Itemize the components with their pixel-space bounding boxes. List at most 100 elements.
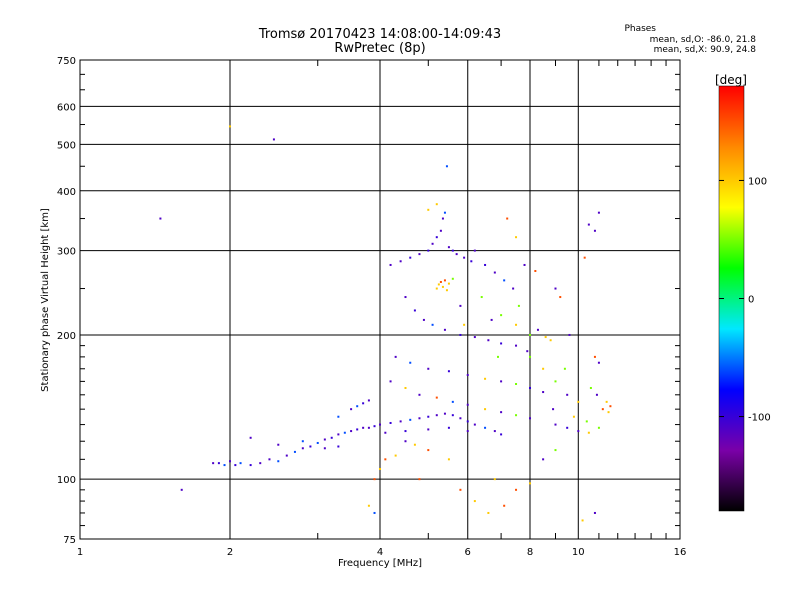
data-point <box>595 393 598 396</box>
data-point <box>566 393 569 396</box>
data-point <box>549 339 552 342</box>
data-point <box>587 223 590 226</box>
data-point <box>542 391 545 394</box>
data-point <box>607 411 610 414</box>
data-point <box>413 443 416 446</box>
data-point <box>437 283 440 286</box>
data-point <box>399 260 402 263</box>
data-point <box>484 408 487 411</box>
data-point <box>515 323 518 326</box>
data-point <box>512 287 515 290</box>
data-point <box>373 478 376 481</box>
chart-title: Tromsø 20170423 14:08:00-14:09:43 <box>258 27 502 42</box>
data-point <box>484 377 487 380</box>
x-axis-label: Frequency [MHz] <box>338 558 422 569</box>
data-point <box>389 263 392 266</box>
data-point <box>389 380 392 383</box>
data-point <box>413 309 416 312</box>
data-point <box>597 426 600 429</box>
data-point <box>435 236 438 239</box>
data-point <box>431 323 434 326</box>
data-point <box>589 386 592 389</box>
data-point <box>330 436 333 439</box>
plot-frame <box>79 59 681 540</box>
data-point <box>443 412 446 415</box>
data-point <box>362 426 365 429</box>
data-point <box>356 428 359 431</box>
axis-layer: 1 2 4 6 8 10 16 75 100 200 300 400 500 600 750 <box>57 56 686 558</box>
data-point <box>404 430 407 433</box>
data-point <box>515 236 518 239</box>
data-point <box>441 217 444 220</box>
x-tick-label: 6 <box>465 547 471 558</box>
data-point <box>493 271 496 274</box>
data-point <box>447 426 450 429</box>
colorbar-tick-label: -100 <box>748 413 771 424</box>
data-point <box>435 396 438 399</box>
data-point <box>455 253 458 256</box>
y-tick-label: 750 <box>57 56 76 67</box>
points-layer <box>159 125 612 522</box>
data-point <box>529 482 531 485</box>
data-point <box>418 393 421 396</box>
data-point <box>554 287 557 290</box>
data-point <box>577 400 580 403</box>
grid-layer <box>80 60 680 539</box>
data-point <box>394 355 397 358</box>
data-point <box>259 462 262 465</box>
chart-subtitle: RwPretec (8p) <box>334 41 426 56</box>
phase-stats-heading: Phases <box>624 24 656 34</box>
data-point <box>583 256 586 259</box>
data-point <box>515 414 518 417</box>
data-point <box>409 361 412 364</box>
colorbar-tick-label: 100 <box>748 176 767 187</box>
data-point <box>422 318 425 321</box>
data-point <box>572 415 575 418</box>
data-point <box>223 464 226 467</box>
data-point <box>463 323 466 326</box>
data-point <box>597 361 600 364</box>
colorbar-label: [deg] <box>715 73 747 87</box>
data-point <box>515 344 518 347</box>
data-point <box>268 458 271 461</box>
data-point <box>500 433 503 436</box>
data-point <box>337 433 340 436</box>
y-tick-label: 100 <box>57 475 76 486</box>
data-point <box>234 464 237 467</box>
data-point <box>536 328 539 331</box>
data-point <box>427 208 430 211</box>
data-point <box>563 367 566 370</box>
data-point <box>605 400 608 403</box>
data-point <box>427 249 430 252</box>
data-point <box>451 249 454 252</box>
data-point <box>506 217 509 220</box>
data-point <box>470 260 473 263</box>
data-point <box>568 333 571 336</box>
data-point <box>409 256 412 259</box>
data-point <box>249 436 252 439</box>
data-point <box>466 420 469 423</box>
data-point <box>399 420 402 423</box>
data-point <box>593 511 596 514</box>
data-point <box>500 411 503 414</box>
x-tick-label: 1 <box>77 547 83 558</box>
data-point <box>581 519 584 522</box>
data-point <box>517 304 520 307</box>
data-point <box>500 342 503 345</box>
y-tick-label: 200 <box>57 331 76 342</box>
data-point <box>316 441 319 444</box>
data-point <box>180 488 183 491</box>
data-point <box>459 304 462 307</box>
data-point <box>379 468 381 471</box>
data-point <box>451 400 454 403</box>
data-point <box>301 440 304 443</box>
data-point <box>435 203 438 206</box>
data-point <box>379 423 381 426</box>
data-point <box>459 333 462 336</box>
y-tick-label: 500 <box>57 140 76 151</box>
data-point <box>239 462 242 465</box>
colorbar-tick-label: 0 <box>748 295 754 306</box>
data-point <box>445 289 448 292</box>
data-point <box>554 423 557 426</box>
y-tick-label: 400 <box>57 187 76 198</box>
